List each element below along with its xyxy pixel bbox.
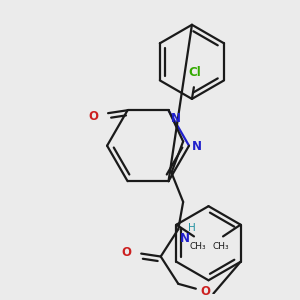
Text: CH₃: CH₃ bbox=[190, 242, 206, 251]
Text: N: N bbox=[192, 140, 202, 153]
Text: O: O bbox=[122, 246, 131, 259]
Text: CH₃: CH₃ bbox=[213, 242, 230, 251]
Text: N: N bbox=[180, 232, 190, 245]
Text: O: O bbox=[88, 110, 98, 123]
Text: N: N bbox=[170, 112, 181, 125]
Text: Cl: Cl bbox=[188, 66, 201, 80]
Text: O: O bbox=[201, 285, 211, 298]
Text: H: H bbox=[188, 223, 196, 233]
